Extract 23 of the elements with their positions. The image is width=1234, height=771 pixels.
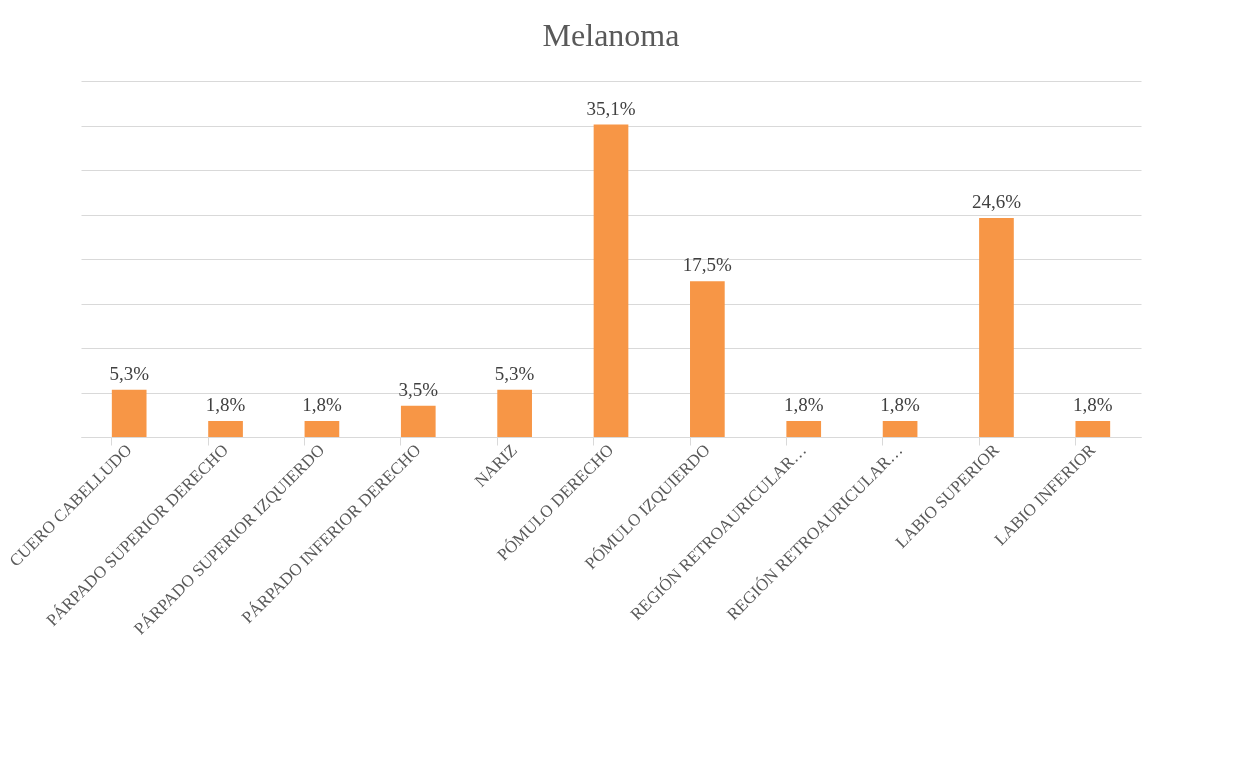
data-label: 1,8% bbox=[205, 393, 246, 415]
data-label: 1,8% bbox=[1073, 393, 1113, 415]
bar bbox=[979, 218, 1014, 437]
data-label: 17,5% bbox=[682, 254, 733, 276]
data-label: 5,3% bbox=[494, 362, 535, 384]
bar bbox=[208, 420, 243, 437]
bar bbox=[690, 281, 725, 437]
bar bbox=[497, 389, 532, 437]
data-label: 5,3% bbox=[109, 362, 150, 384]
data-label: 24,6% bbox=[971, 191, 1022, 213]
data-label: 1,8% bbox=[783, 393, 824, 415]
chart-title: Melanoma bbox=[542, 17, 680, 53]
bar bbox=[304, 420, 340, 437]
bar bbox=[1075, 420, 1111, 437]
bar bbox=[786, 420, 822, 437]
bar bbox=[111, 389, 147, 437]
bar bbox=[882, 420, 918, 437]
bar bbox=[593, 124, 629, 437]
data-label: 1,8% bbox=[302, 393, 342, 415]
data-label: 1,8% bbox=[880, 393, 921, 415]
bar bbox=[400, 405, 436, 437]
data-label: 3,5% bbox=[398, 378, 439, 400]
data-label: 35,1% bbox=[586, 97, 636, 119]
